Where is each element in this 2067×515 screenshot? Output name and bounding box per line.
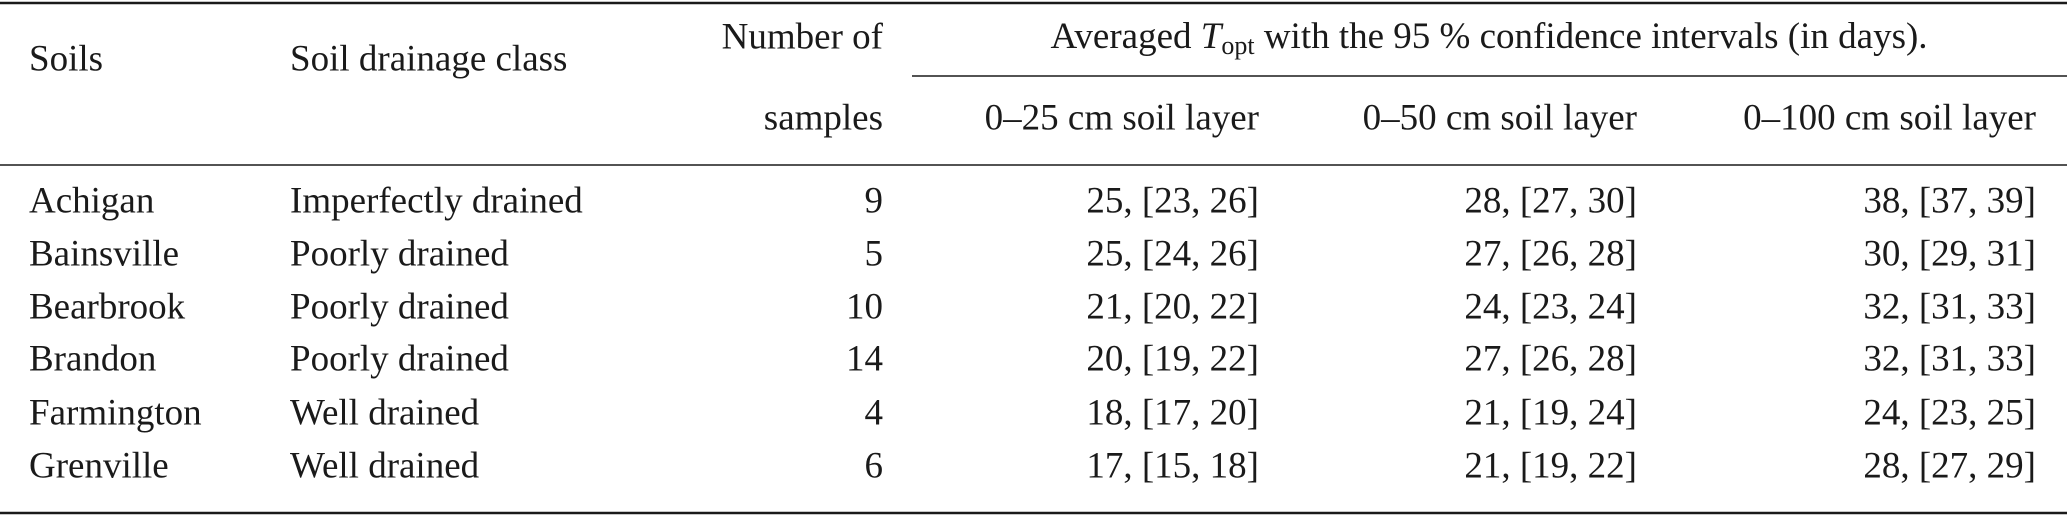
table-cell: 21, [19, 22] [1464,445,1637,486]
table-cell: 18, [17, 20] [1086,392,1259,433]
group-var: T [1201,16,1224,57]
table-cell: 5 [865,233,884,274]
table-cell: 27, [26, 28] [1464,233,1637,274]
table-cell: 28, [27, 29] [1863,445,2036,486]
table-cell: 21, [20, 22] [1086,286,1259,327]
table-cell: 30, [29, 31] [1863,233,2036,274]
group-sub: opt [1221,31,1255,60]
table-cell: Grenville [29,445,169,486]
header-cell: Number of [722,16,884,57]
table-cell: 25, [23, 26] [1086,180,1259,221]
table-cell: 32, [31, 33] [1863,338,2036,379]
table-cell: 6 [865,445,884,486]
table-cell: Poorly drained [290,286,509,327]
table-cell: Farmington [29,392,202,433]
table-cell: 20, [19, 22] [1086,338,1259,379]
table-cell: 14 [846,338,883,379]
table-cell: 10 [846,286,883,327]
table-cell: 9 [865,180,884,221]
group-header: Averaged Topt with the 95 % confidence i… [1050,16,1927,59]
header-cell: 0–50 cm soil layer [1363,97,1637,138]
table-cell: 28, [27, 30] [1464,180,1637,221]
table-cell: Poorly drained [290,338,509,379]
header-cell: samples [764,97,883,138]
table-cell: 21, [19, 24] [1464,392,1637,433]
table-cell: Bainsville [29,233,179,274]
table-cell: Well drained [290,445,480,486]
table-cell: Well drained [290,392,480,433]
table-cell: 32, [31, 33] [1863,286,2036,327]
table-cell: Achigan [29,180,154,221]
table-cell: Poorly drained [290,233,509,274]
table-cell: 24, [23, 24] [1464,286,1637,327]
header-cell: Soils [29,38,103,79]
group-prefix: Averaged [1050,16,1200,57]
table-cell: Brandon [29,338,156,379]
table-cell: 38, [37, 39] [1863,180,2036,221]
header-cell: 0–100 cm soil layer [1743,97,2036,138]
table-cell: 4 [865,392,884,433]
table-cell: 24, [23, 25] [1863,392,2036,433]
table-cell: Bearbrook [29,286,186,327]
table-cell: Imperfectly drained [290,180,583,221]
header-cell: 0–25 cm soil layer [985,97,1259,138]
table-cell: 17, [15, 18] [1086,445,1259,486]
header-cell: Soil drainage class [290,38,567,79]
table-cell: 27, [26, 28] [1464,338,1637,379]
group-suffix: with the 95 % confidence intervals (in d… [1255,16,1928,57]
table-cell: 25, [24, 26] [1086,233,1259,274]
